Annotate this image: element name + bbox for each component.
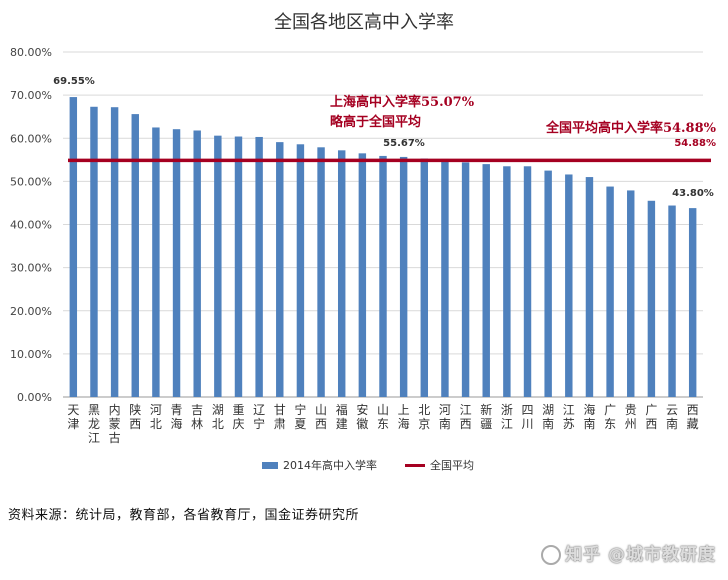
- watermark-text: 知乎 @城市教研度: [565, 545, 716, 565]
- x-tick-label: 山西: [315, 403, 327, 431]
- x-tick-label: 新疆: [480, 402, 492, 431]
- y-tick-label: 60.00%: [10, 132, 52, 145]
- bar: [688, 208, 697, 397]
- x-tick-label: 福建: [336, 402, 348, 431]
- x-tick-label: 浙江: [501, 403, 513, 431]
- x-tick-label: 宁夏: [294, 402, 306, 431]
- watermark-logo: [541, 545, 562, 565]
- x-tick-label: 广东: [604, 403, 616, 431]
- bar: [172, 129, 181, 397]
- x-tick-label: 辽宁: [253, 403, 265, 431]
- bar: [461, 162, 470, 397]
- y-tick-label: 40.00%: [10, 219, 52, 232]
- bar: [317, 147, 325, 397]
- bar: [668, 205, 676, 397]
- bar: [565, 174, 573, 397]
- y-axis-ticks: 0.00% 10.00% 20.00% 30.00% 40.00% 50.00% 60.00…: [10, 46, 52, 404]
- bar: [276, 142, 284, 397]
- bar: [585, 177, 594, 397]
- chart-title: 全国各地区高中入学率: [274, 12, 454, 33]
- y-tick-label: 50.00%: [10, 175, 52, 188]
- bar: [482, 164, 490, 397]
- x-tick-label: 山东: [377, 403, 389, 431]
- bar: [358, 153, 367, 397]
- legend-swatch-bars: [262, 462, 278, 469]
- x-tick-label: 北京: [418, 403, 430, 431]
- label-last-bar: 43.80%: [672, 188, 714, 199]
- x-tick-label: 陕西: [129, 402, 141, 431]
- y-tick-label: 30.00%: [10, 262, 52, 275]
- bar: [606, 186, 614, 397]
- y-tick-label: 0.00%: [17, 391, 52, 404]
- bar: [523, 166, 532, 397]
- x-tick-label: 黑龙江: [88, 403, 100, 445]
- label-shanghai-bar: 55.67%: [383, 138, 425, 149]
- x-tick-label: 四川: [522, 403, 534, 431]
- x-axis-labels: 天津黑龙江内蒙古陕西河北青海吉林湖北重庆辽宁甘肃宁夏山西福建安徽山东上海北京河南…: [67, 402, 698, 445]
- y-tick-label: 70.00%: [10, 89, 52, 102]
- bar: [193, 130, 201, 398]
- x-tick-label: 广西: [645, 403, 657, 431]
- bar: [627, 190, 635, 397]
- x-tick-label: 内蒙古: [109, 403, 121, 445]
- bar: [441, 158, 449, 397]
- legend-label-average: 全国平均: [430, 458, 474, 472]
- bar: [110, 107, 119, 397]
- bar: [296, 144, 305, 397]
- bar: [234, 136, 243, 397]
- x-tick-label: 江苏: [563, 403, 575, 431]
- y-tick-label: 80.00%: [10, 46, 52, 59]
- annotation-shanghai-line2: 略高于全国平均: [330, 114, 421, 130]
- bar: [131, 114, 139, 397]
- legend: 2014年高中入学率 全国平均: [262, 458, 474, 472]
- annotation-average: 全国平均高中入学率54.88%: [545, 120, 717, 136]
- bar: [152, 127, 160, 397]
- label-first-bar: 69.55%: [53, 76, 95, 87]
- bars-group: [69, 97, 697, 398]
- source-note: 资料来源：统计局，教育部，各省教育厅，国金证券研究所: [8, 508, 360, 523]
- x-tick-label: 甘肃: [274, 403, 286, 431]
- bar: [503, 166, 511, 397]
- bar: [647, 200, 656, 397]
- x-tick-label: 海南: [583, 402, 595, 431]
- watermark: 知乎 @城市教研度: [541, 540, 716, 565]
- x-tick-label: 吉林: [191, 403, 203, 431]
- x-tick-label: 上海: [398, 403, 410, 431]
- bar: [420, 158, 429, 397]
- bar: [90, 106, 98, 398]
- x-tick-label: 重庆: [232, 403, 244, 431]
- bar: [544, 170, 552, 397]
- x-tick-label: 河南: [439, 403, 451, 431]
- x-tick-label: 西藏: [687, 403, 699, 431]
- bar: [399, 156, 408, 397]
- x-tick-label: 湖南: [542, 402, 554, 431]
- bar: [255, 136, 263, 398]
- y-tick-label: 20.00%: [10, 305, 52, 318]
- x-tick-label: 河北: [150, 403, 162, 431]
- x-tick-label: 安徽: [356, 402, 368, 431]
- x-tick-label: 云南: [666, 403, 678, 431]
- y-tick-label: 10.00%: [10, 348, 52, 361]
- x-tick-label: 天津: [67, 403, 79, 431]
- label-average: 54.88%: [674, 138, 716, 149]
- bar: [214, 135, 222, 397]
- bar: [379, 155, 387, 397]
- x-tick-label: 贵州: [625, 403, 637, 431]
- x-tick-label: 江西: [460, 403, 472, 431]
- legend-label-bars: 2014年高中入学率: [283, 458, 377, 472]
- x-tick-label: 湖北: [212, 402, 224, 431]
- annotation-shanghai-line1: 上海高中入学率55.07%: [330, 94, 475, 110]
- bar: [69, 97, 78, 398]
- bar-chart: 全国各地区高中入学率 0.00% 10.00% 20.00% 30.00% 40.00%…: [10, 12, 717, 472]
- bar: [337, 150, 346, 397]
- x-tick-label: 青海: [171, 403, 183, 431]
